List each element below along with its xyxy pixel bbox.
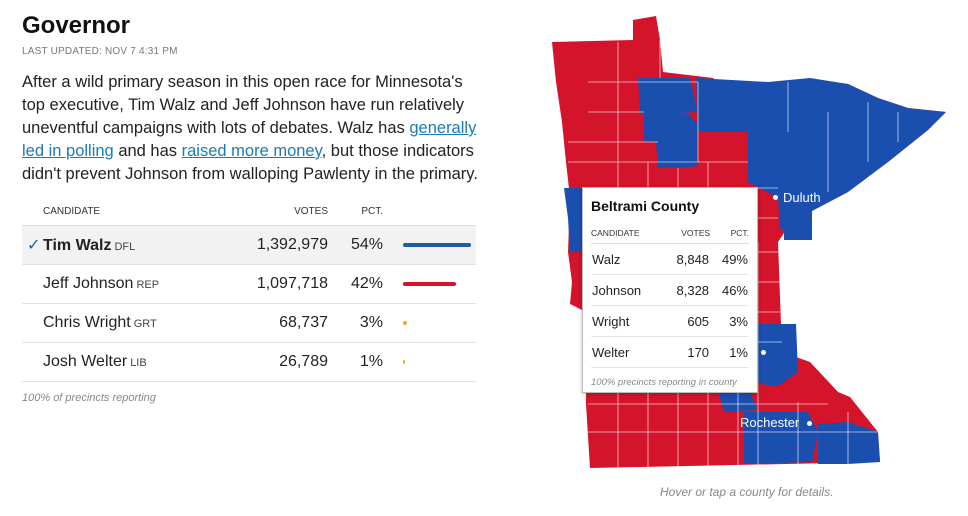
candidate-votes: 26,789 xyxy=(225,342,328,382)
precincts-note: 100% of precincts reporting xyxy=(22,392,156,404)
tooltip-votes: 8,328 xyxy=(662,274,711,306)
raised-money-link[interactable]: raised more money xyxy=(181,142,322,160)
vote-share-bar xyxy=(403,243,471,247)
county-shape[interactable] xyxy=(748,324,798,386)
intro-text-1: After a wild primary season in this open… xyxy=(22,73,465,137)
tooltip-candidate: Wright xyxy=(591,305,663,337)
vote-share-bar xyxy=(403,282,456,286)
candidate-name-cell: Jeff Johnson REP xyxy=(22,264,225,304)
tooltip-pct: 3% xyxy=(710,305,749,337)
county-shape[interactable] xyxy=(818,422,880,464)
tooltip-votes-header: VOTES xyxy=(662,220,711,244)
bar-cell xyxy=(383,303,476,343)
intro-text-3: , but those indicators didn't prevent Jo… xyxy=(22,142,478,183)
tooltip-votes: 170 xyxy=(662,336,711,368)
intro-paragraph: After a wild primary season in this open… xyxy=(22,71,484,186)
vote-share-bar xyxy=(403,321,407,325)
county-shape[interactable] xyxy=(638,78,698,114)
last-updated: LAST UPDATED: NOV 7 4:31 PM xyxy=(22,46,178,57)
candidate-name: Tim Walz xyxy=(43,237,112,254)
tooltip-row: Walz 8,848 49% xyxy=(591,243,749,275)
candidate-pct: 3% xyxy=(328,303,383,343)
candidate-row: Jeff Johnson REP 1,097,718 42% xyxy=(22,264,476,304)
county-shape[interactable] xyxy=(744,412,818,464)
county-shape[interactable] xyxy=(644,114,698,168)
tooltip-candidate: Welter xyxy=(591,336,663,368)
candidate-party: GRT xyxy=(133,318,157,330)
candidate-party: REP xyxy=(136,279,160,291)
twin-cities-dot xyxy=(761,350,766,355)
candidate-name-cell: ✓ Tim Walz DFL xyxy=(22,225,225,265)
duluth-label: Duluth xyxy=(783,190,821,205)
candidate-pct: 54% xyxy=(328,225,383,265)
duluth-dot xyxy=(773,195,778,200)
candidate-row: Josh Welter LIB 26,789 1% xyxy=(22,342,476,382)
tooltip-pct-header: PCT. xyxy=(710,220,749,244)
candidate-party: LIB xyxy=(130,357,147,369)
candidate-pct: 1% xyxy=(328,342,383,382)
results-header-row: CANDIDATE VOTES PCT. xyxy=(22,200,476,226)
generally-led-link[interactable]: generally led in polling xyxy=(22,119,477,160)
candidate-header: CANDIDATE xyxy=(22,200,225,226)
tooltip-header-row: CANDIDATE VOTES PCT. xyxy=(591,220,749,244)
rochester-dot xyxy=(807,421,812,426)
candidate-name: Josh Welter xyxy=(43,353,128,370)
bar-header xyxy=(383,200,476,226)
candidate-votes: 1,392,979 xyxy=(225,225,328,265)
winner-check-icon: ✓ xyxy=(27,237,41,254)
bar-cell xyxy=(383,342,476,382)
candidate-name: Jeff Johnson xyxy=(43,275,134,292)
rochester-label: Rochester xyxy=(740,415,800,430)
candidate-votes: 1,097,718 xyxy=(225,264,328,304)
tooltip-table: CANDIDATE VOTES PCT. Walz 8,848 49% John… xyxy=(591,220,749,368)
candidate-party: DFL xyxy=(114,241,136,253)
candidate-name: Chris Wright xyxy=(43,314,131,331)
candidate-name-cell: Chris Wright GRT xyxy=(22,303,225,343)
votes-header: VOTES xyxy=(225,200,328,226)
candidate-pct: 42% xyxy=(328,264,383,304)
map-caption: Hover or tap a county for details. xyxy=(660,485,834,499)
results-panel: Governor LAST UPDATED: NOV 7 4:31 PM Aft… xyxy=(22,12,482,404)
tooltip-note: 100% precincts reporting in county xyxy=(591,377,737,388)
tooltip-row: Welter 170 1% xyxy=(591,336,749,368)
vote-share-bar xyxy=(403,360,405,364)
tooltip-candidate: Walz xyxy=(591,243,663,275)
tooltip-row: Wright 605 3% xyxy=(591,305,749,337)
candidate-row: Chris Wright GRT 68,737 3% xyxy=(22,303,476,343)
bar-cell xyxy=(383,225,476,265)
county-shape[interactable] xyxy=(696,78,946,230)
tooltip-pct: 1% xyxy=(710,336,749,368)
tooltip-candidate: Johnson xyxy=(591,274,663,306)
intro-text-2: and has xyxy=(113,142,182,160)
results-table: CANDIDATE VOTES PCT. ✓ Tim Walz DFL 1,392,… xyxy=(22,200,476,382)
tooltip-votes: 605 xyxy=(662,305,711,337)
tooltip-pct: 49% xyxy=(710,243,749,275)
candidate-row: ✓ Tim Walz DFL 1,392,979 54% xyxy=(22,225,476,265)
candidate-votes: 68,737 xyxy=(225,303,328,343)
tooltip-county-name: Beltrami County xyxy=(591,198,700,214)
tooltip-votes: 8,848 xyxy=(662,243,711,275)
tooltip-row: Johnson 8,328 46% xyxy=(591,274,749,306)
tooltip-pct: 46% xyxy=(710,274,749,306)
pct-header: PCT. xyxy=(328,200,383,226)
bar-cell xyxy=(383,264,476,304)
page-title: Governor xyxy=(22,12,131,39)
candidate-name-cell: Josh Welter LIB xyxy=(22,342,225,382)
tooltip-candidate-header: CANDIDATE xyxy=(591,220,663,244)
county-shape[interactable] xyxy=(784,210,812,240)
county-tooltip: Beltrami County CANDIDATE VOTES PCT. Wal… xyxy=(582,187,758,393)
